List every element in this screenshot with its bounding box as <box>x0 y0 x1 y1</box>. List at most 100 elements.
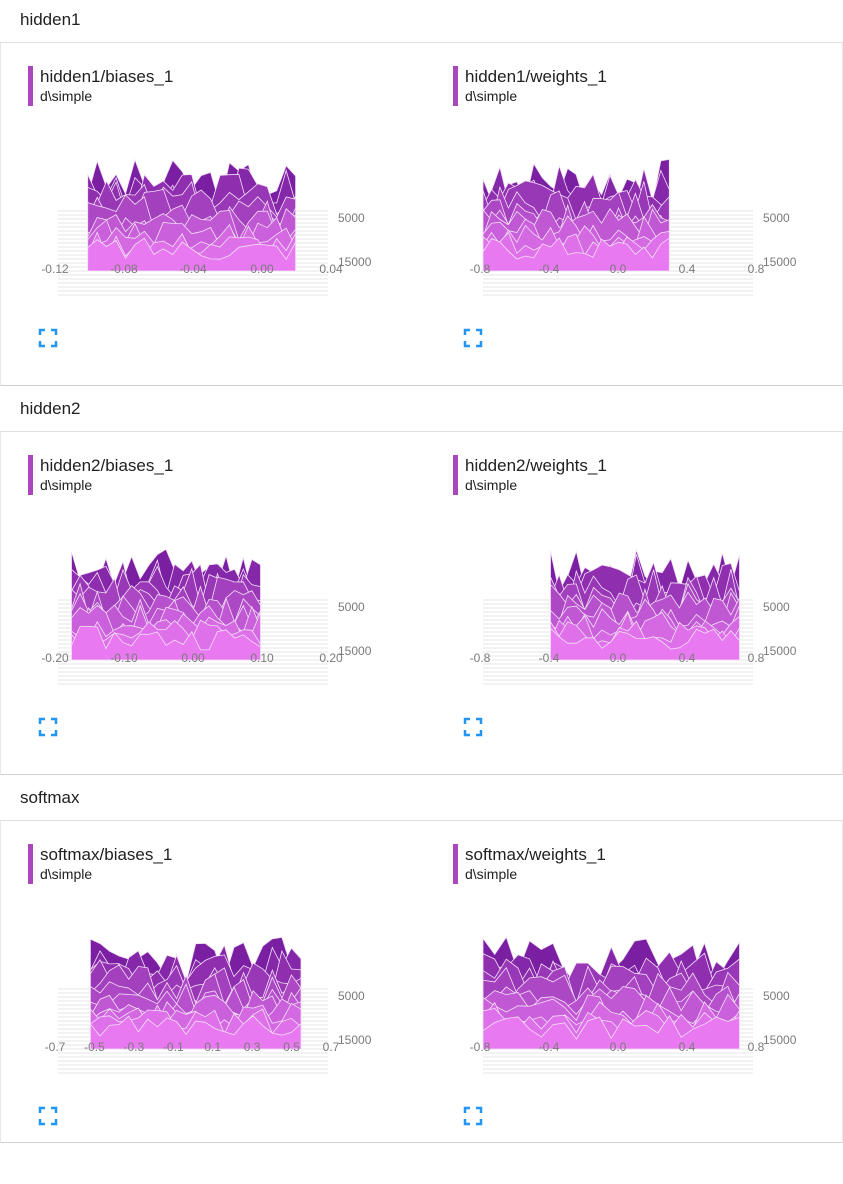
card-title: hidden2/biases_1 <box>40 456 174 475</box>
histogram-chart: -0.20 -0.10 0.00 0.10 0.20 5000 15000 <box>41 548 372 685</box>
x-tick-label: 0.4 <box>679 262 696 276</box>
run-name: d\simple <box>40 477 93 493</box>
y-tick-label: 5000 <box>763 989 790 1003</box>
y-tick-label: 15000 <box>763 1033 797 1047</box>
section-body: softmax/biases_1 d\simple -0.7 -0.5 -0.3 -0… <box>0 821 843 1143</box>
run-color-bar <box>28 66 33 106</box>
x-tick-label: -0.08 <box>110 262 138 276</box>
card-title: softmax/weights_1 <box>465 845 606 864</box>
y-tick-label: 15000 <box>763 255 797 269</box>
histogram-card: softmax/biases_1 d\simple -0.7 -0.5 -0.3 -0… <box>28 844 428 1184</box>
histogram-ridge <box>482 237 670 272</box>
expand-button[interactable] <box>463 717 483 737</box>
x-tick-label: 0.8 <box>748 262 765 276</box>
x-tick-label: -0.12 <box>41 262 69 276</box>
x-tick-label: -0.3 <box>124 1040 145 1054</box>
section-header[interactable]: softmax <box>0 778 843 821</box>
run-name: d\simple <box>465 866 518 882</box>
x-tick-label: -0.4 <box>539 262 560 276</box>
histogram-chart: -0.8 -0.4 0.0 0.4 0.8 5000 15000 <box>470 548 797 685</box>
histogram-ridge <box>550 627 740 661</box>
x-tick-label: -0.10 <box>110 651 138 665</box>
histogram-card: hidden2/biases_1 d\simple -0.20 -0.10 0.00… <box>28 455 428 795</box>
y-tick-label: 15000 <box>338 644 372 658</box>
card-title: hidden2/weights_1 <box>465 456 607 475</box>
x-tick-label: 0.00 <box>250 262 274 276</box>
card-title: hidden1/weights_1 <box>465 67 607 86</box>
x-tick-label: 0.20 <box>319 651 343 665</box>
x-tick-label: -0.8 <box>470 651 491 665</box>
expand-icon <box>38 328 58 348</box>
x-tick-label: 0.3 <box>244 1040 261 1054</box>
section-body: hidden1/biases_1 d\simple -0.12 -0.08 -0.0… <box>0 43 843 386</box>
y-tick-label: 5000 <box>763 600 790 614</box>
section-body: hidden2/biases_1 d\simple -0.20 -0.10 0.00… <box>0 432 843 775</box>
y-tick-label: 15000 <box>338 255 372 269</box>
y-tick-label: 5000 <box>338 989 365 1003</box>
y-tick-label: 15000 <box>763 644 797 658</box>
x-tick-label: 0.0 <box>610 1040 627 1054</box>
run-color-bar <box>453 844 458 884</box>
run-color-bar <box>453 455 458 495</box>
x-tick-label: -0.8 <box>470 1040 491 1054</box>
histogram-chart: -0.12 -0.08 -0.04 0.00 0.04 5000 15000 <box>41 158 372 296</box>
expand-button[interactable] <box>38 328 58 348</box>
x-tick-label: 0.4 <box>679 651 696 665</box>
expand-button[interactable] <box>463 1106 483 1126</box>
x-tick-label: 0.1 <box>204 1040 221 1054</box>
run-color-bar <box>453 66 458 106</box>
y-tick-label: 5000 <box>338 211 365 225</box>
run-name: d\simple <box>40 866 93 882</box>
x-tick-label: 0.0 <box>610 651 627 665</box>
histogram-card: hidden1/weights_1 d\simple -0.8 -0.4 0.0 0.… <box>453 66 843 406</box>
histogram-chart: -0.8 -0.4 0.0 0.4 0.8 5000 15000 <box>470 936 797 1074</box>
section-header[interactable]: hidden1 <box>0 0 843 43</box>
x-tick-label: 0.5 <box>283 1040 300 1054</box>
histogram-ridge <box>87 237 296 272</box>
histogram-card: hidden1/biases_1 d\simple -0.12 -0.08 -0.0… <box>28 66 428 406</box>
section-title: hidden1 <box>20 10 81 29</box>
x-tick-label: 0.00 <box>181 651 205 665</box>
run-name: d\simple <box>465 477 518 493</box>
x-tick-label: -0.5 <box>84 1040 105 1054</box>
expand-icon <box>463 717 483 737</box>
histogram-chart: -0.7 -0.5 -0.3 -0.1 0.1 0.3 0.5 0.7 5000 15000 <box>45 936 372 1074</box>
x-tick-label: -0.8 <box>470 262 491 276</box>
histogram-ridge <box>482 1015 740 1050</box>
histogram-chart: -0.8 -0.4 0.0 0.4 0.8 5000 15000 <box>470 158 797 296</box>
expand-button[interactable] <box>463 328 483 348</box>
expand-button[interactable] <box>38 1106 58 1126</box>
x-tick-label: 0.04 <box>319 262 343 276</box>
x-tick-label: 0.4 <box>679 1040 696 1054</box>
x-tick-label: -0.7 <box>45 1040 66 1054</box>
expand-icon <box>463 1106 483 1126</box>
x-tick-label: 0.8 <box>748 651 765 665</box>
section-header[interactable]: hidden2 <box>0 389 843 432</box>
x-tick-label: -0.4 <box>539 651 560 665</box>
run-color-bar <box>28 455 33 495</box>
run-color-bar <box>28 844 33 884</box>
x-tick-label: 0.7 <box>323 1040 340 1054</box>
y-tick-label: 5000 <box>338 600 365 614</box>
y-tick-label: 15000 <box>338 1033 372 1047</box>
x-tick-label: -0.04 <box>179 262 207 276</box>
card-title: softmax/biases_1 <box>40 845 173 864</box>
run-name: d\simple <box>40 88 93 104</box>
card-title: hidden1/biases_1 <box>40 67 174 86</box>
x-tick-label: 0.8 <box>748 1040 765 1054</box>
expand-button[interactable] <box>38 717 58 737</box>
expand-icon <box>38 1106 58 1126</box>
histogram-card: softmax/weights_1 d\simple -0.8 -0.4 0.0 0.… <box>453 844 843 1184</box>
x-tick-label: -0.1 <box>163 1040 184 1054</box>
x-tick-label: -0.4 <box>539 1040 560 1054</box>
y-tick-label: 5000 <box>763 211 790 225</box>
x-tick-label: -0.20 <box>41 651 69 665</box>
expand-icon <box>38 717 58 737</box>
histogram-card: hidden2/weights_1 d\simple -0.8 -0.4 0.0 0.… <box>453 455 843 795</box>
x-tick-label: 0.10 <box>250 651 274 665</box>
histogram-ridge <box>71 625 261 661</box>
expand-icon <box>463 328 483 348</box>
x-tick-label: 0.0 <box>610 262 627 276</box>
section-title: softmax <box>20 788 80 807</box>
run-name: d\simple <box>465 88 518 104</box>
